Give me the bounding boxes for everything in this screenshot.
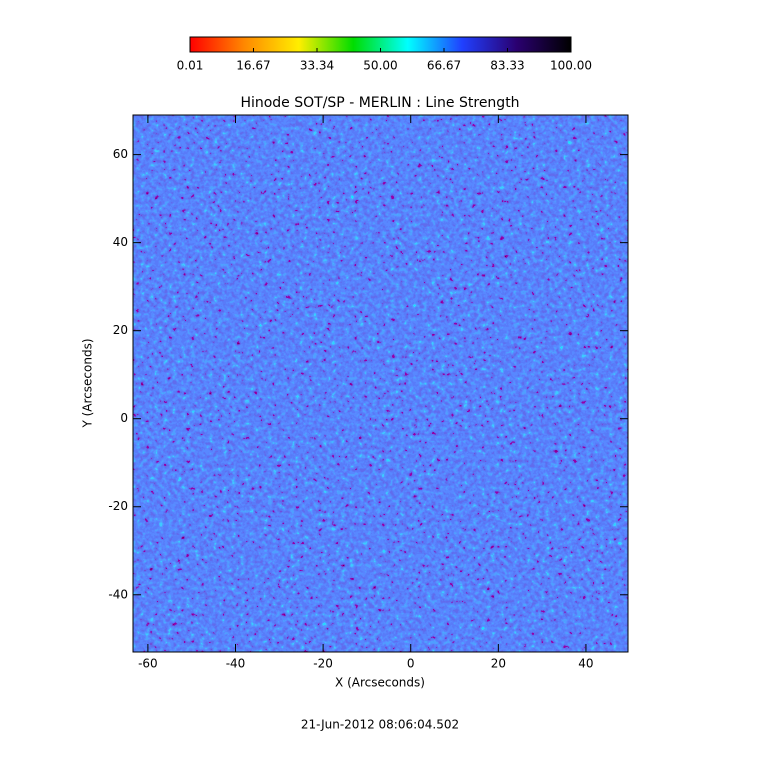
y-tick-label: 0 (120, 411, 128, 425)
y-tick-label: -40 (108, 587, 128, 601)
x-tick-label: 40 (578, 657, 593, 671)
x-tick-label: 0 (407, 657, 415, 671)
chart-title: Hinode SOT/SP - MERLIN : Line Strength (240, 95, 519, 111)
heatmap-image (133, 115, 628, 652)
x-tick-label: 20 (491, 657, 506, 671)
x-axis-label: X (Arcseconds) (335, 676, 425, 690)
colorbar-tick-label: 66.67 (427, 59, 461, 73)
plot-frame (132, 114, 629, 653)
x-tick-label: -20 (313, 657, 333, 671)
y-tick-label: 60 (113, 147, 128, 161)
colorbar-tick-label: 0.01 (177, 59, 204, 73)
colorbar-tick-label: 100.00 (550, 59, 592, 73)
y-tick-label: 40 (113, 235, 128, 249)
x-tick-label: -40 (226, 657, 246, 671)
x-tick-label: -60 (138, 657, 158, 671)
colorbar-tick-label: 33.34 (300, 59, 334, 73)
colorbar-tick-label: 16.67 (236, 59, 270, 73)
timestamp: 21-Jun-2012 08:06:04.502 (301, 718, 459, 732)
y-axis-label: Y (Arcseconds) (81, 338, 95, 428)
colorbar-tick-label: 83.33 (490, 59, 524, 73)
y-tick-label: 20 (113, 323, 128, 337)
y-tick-label: -20 (108, 499, 128, 513)
colorbar-tick-label: 50.00 (363, 59, 397, 73)
